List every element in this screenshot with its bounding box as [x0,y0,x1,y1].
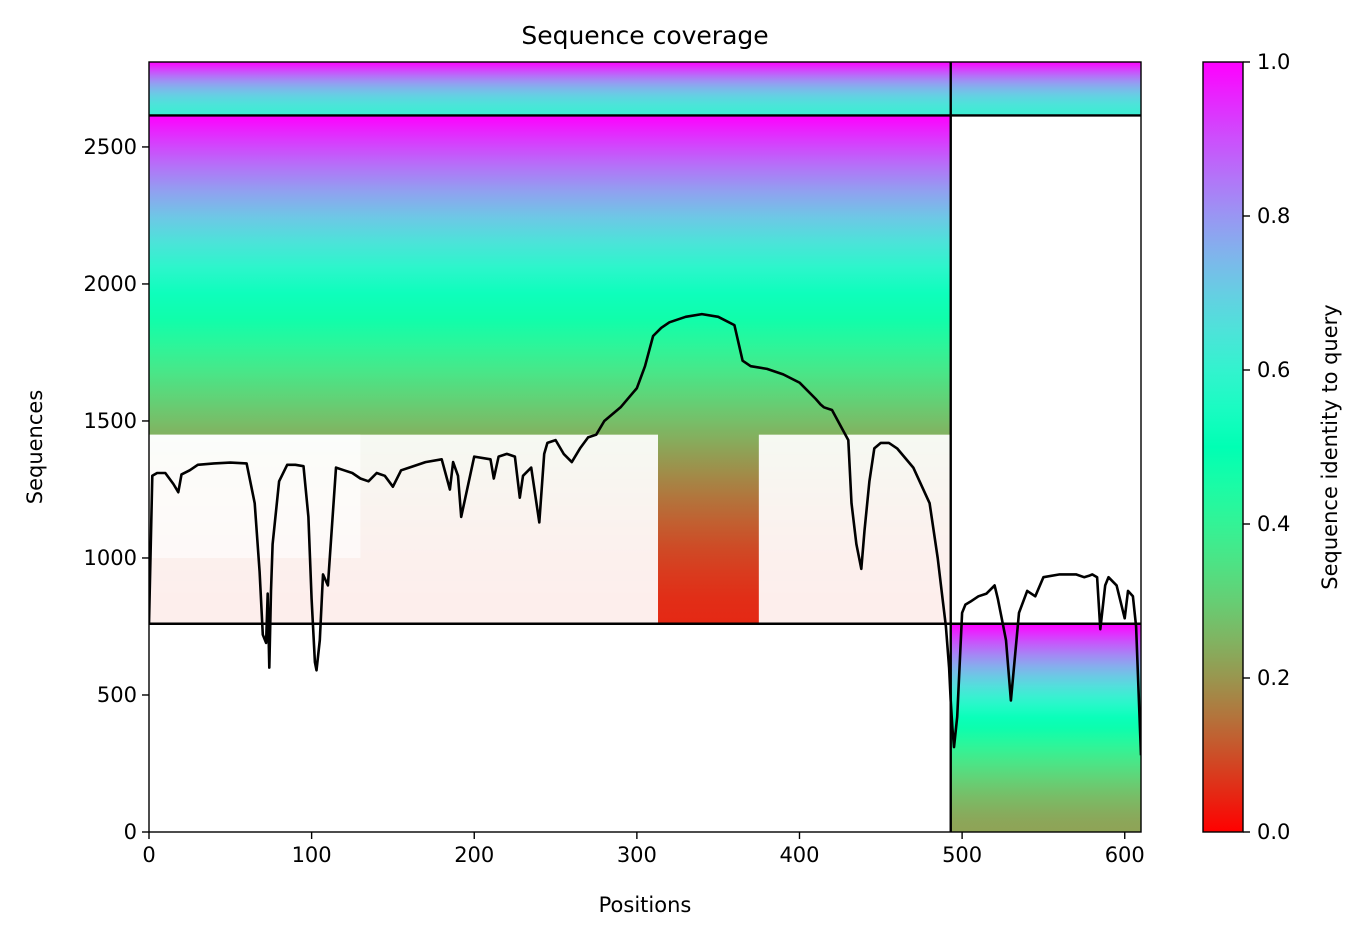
y-tick-label: 1500 [84,409,137,433]
x-tick-label: 600 [1105,843,1145,867]
colorbar-tick-label: 0.0 [1257,820,1290,844]
coverage-line [149,312,1141,756]
colorbar-scale [1202,61,1244,833]
x-tick-label: 100 [292,843,332,867]
plot-frame [148,61,1142,833]
y-axis-title: Sequences [23,390,47,505]
x-tick-label: 400 [779,843,819,867]
colorbar-ticks: 0.0 0.2 0.4 0.6 0.8 1.0 [1243,50,1290,844]
x-tick-label: 200 [454,843,494,867]
x-tick-label: 300 [617,843,657,867]
empty-region-upper-right [950,115,1141,624]
x-axis-ticks: 0 100 200 300 400 500 600 [142,832,1145,867]
x-axis-title: Positions [599,893,692,917]
plot-area [149,62,1141,832]
msa-block-paired [149,62,1141,116]
colorbar-tick-label: 0.2 [1257,666,1290,690]
colorbar: 0.0 0.2 0.4 0.6 0.8 1.0 Sequence identity to … [1202,50,1342,844]
colorbar-title: Sequence identity to query [1318,304,1342,589]
y-axis-ticks: 0 500 1000 1500 2000 2500 [84,135,149,844]
colorbar-tick-label: 0.4 [1257,512,1290,536]
y-tick-label: 2000 [84,272,137,296]
colorbar-tick-label: 1.0 [1257,50,1290,74]
msa-block-chain-B [950,623,1141,832]
x-tick-label: 0 [142,843,155,867]
colorbar-tick-label: 0.6 [1257,358,1290,382]
colorbar-tick-label: 0.8 [1257,204,1290,228]
x-tick-label: 500 [942,843,982,867]
y-tick-label: 500 [97,683,137,707]
y-tick-label: 0 [124,820,137,844]
coverage-gap-partial [149,434,361,558]
chart-title: Sequence coverage [521,21,768,50]
empty-region-lower-left [149,623,951,832]
y-tick-label: 1000 [84,546,137,570]
y-tick-label: 2500 [84,135,137,159]
